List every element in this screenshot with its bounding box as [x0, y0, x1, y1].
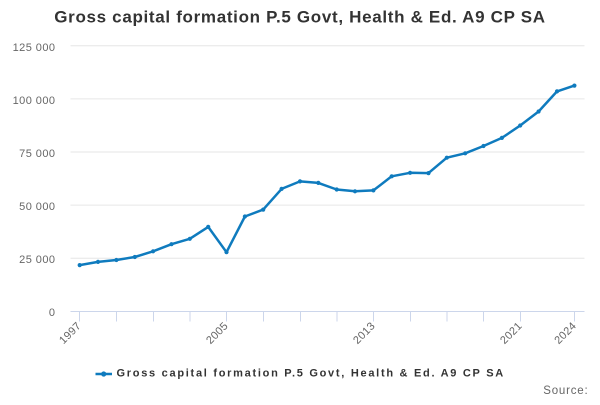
svg-text:75 000: 75 000	[19, 148, 55, 160]
svg-text:Gross capital formation P.5 Go: Gross capital formation P.5 Govt, Health…	[117, 368, 505, 380]
svg-text:25 000: 25 000	[19, 254, 55, 266]
svg-text:125 000: 125 000	[13, 42, 56, 54]
svg-text:Source:: Source:	[543, 385, 588, 397]
svg-text:50 000: 50 000	[19, 201, 55, 213]
svg-text:Gross capital formation P.5 Go: Gross capital formation P.5 Govt, Health…	[54, 8, 545, 27]
svg-text:0: 0	[49, 307, 56, 319]
svg-text:100 000: 100 000	[13, 95, 56, 107]
